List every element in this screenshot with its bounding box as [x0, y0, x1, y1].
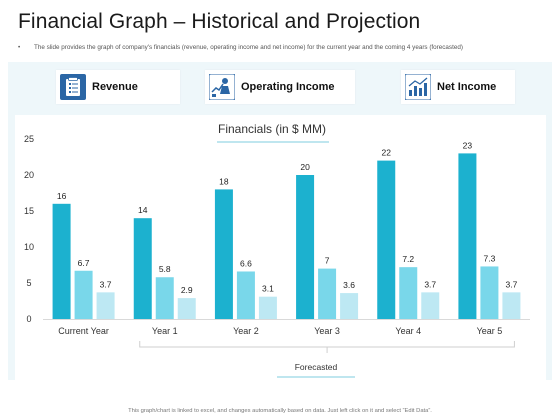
data-label-net-income: 3.7	[424, 279, 436, 289]
x-tick-label: Year 4	[395, 326, 421, 336]
data-label-revenue: 18	[219, 176, 229, 186]
bar-operating-income	[74, 270, 93, 319]
data-label-operating-income: 7.2	[402, 254, 414, 264]
legend-operating-income: Operating Income	[205, 70, 355, 104]
revenue-document-icon	[60, 74, 86, 100]
bar-revenue	[214, 189, 233, 319]
legend-label-net-income: Net Income	[437, 81, 497, 93]
operating-income-person-icon	[209, 74, 235, 100]
bar-revenue	[133, 218, 152, 319]
data-label-net-income: 3.6	[343, 280, 355, 290]
bar-net-income	[340, 293, 359, 319]
data-label-revenue: 14	[138, 205, 148, 215]
legend-label-revenue: Revenue	[92, 81, 138, 93]
x-axis: Current Year Year 1 Year 2 Year 3 Year 4 Year…	[43, 319, 530, 336]
forecast-bracket-line	[139, 341, 515, 348]
data-label-operating-income: 6.6	[240, 258, 252, 268]
x-tick-label: Year 2	[233, 326, 259, 336]
data-label-operating-income: 7.3	[484, 253, 496, 263]
x-tick-label: Current Year	[58, 326, 109, 336]
data-label-net-income: 2.9	[181, 285, 193, 295]
bar-revenue	[377, 160, 396, 319]
data-label-net-income: 3.7	[100, 279, 112, 289]
y-tick-label: 25	[24, 134, 34, 144]
page-title: Financial Graph – Historical and Project…	[18, 10, 421, 33]
forecast-annotation: Forecasted	[295, 362, 338, 372]
legend-net-income: Net Income	[401, 70, 515, 104]
bar-revenue	[458, 153, 477, 319]
page-subtitle: • The slide provides the graph of company…	[18, 44, 548, 51]
x-tick-label: Year 1	[152, 326, 178, 336]
bar-net-income	[258, 296, 277, 319]
data-label-revenue: 23	[463, 140, 473, 150]
bar-net-income	[96, 292, 115, 319]
chart-card: Financials (in $ MM) 0 5 10 15 20 25 Current …	[15, 115, 546, 383]
bar-revenue	[52, 203, 71, 319]
data-label-revenue: 20	[300, 162, 310, 172]
data-label-net-income: 3.7	[506, 279, 518, 289]
y-tick-label: 20	[24, 170, 34, 180]
x-tick-label: Year 5	[477, 326, 503, 336]
legend-revenue: Revenue	[56, 70, 180, 104]
data-label-operating-income: 7	[325, 256, 330, 266]
data-label-operating-income: 6.7	[78, 258, 90, 268]
bar-net-income	[177, 298, 196, 319]
y-tick-label: 10	[24, 242, 34, 252]
y-tick-label: 15	[24, 206, 34, 216]
y-tick-label: 0	[26, 314, 31, 324]
bar-net-income	[421, 292, 440, 319]
subtitle-bullet: •	[18, 44, 21, 51]
data-label-revenue: 16	[57, 191, 67, 201]
data-label-operating-income: 5.8	[159, 264, 171, 274]
bar-operating-income	[236, 271, 255, 319]
bar-revenue	[296, 175, 315, 319]
bar-operating-income	[155, 277, 174, 319]
y-tick-label: 5	[26, 278, 31, 288]
bar-operating-income	[318, 268, 337, 319]
data-label-net-income: 3.1	[262, 284, 274, 294]
bar-operating-income	[480, 266, 499, 319]
forecast-bracket	[139, 341, 515, 378]
bar-series: 16 6.7 3.7 14 5.8 2.9 18 6.6 3.1 20 7 3.6 22 7.2 3.7 23…	[52, 140, 521, 319]
y-axis: 0 5 10 15 20 25	[24, 134, 34, 324]
financials-bar-chart: Financials (in $ MM) 0 5 10 15 20 25 Current …	[24, 122, 530, 378]
net-income-chart-icon	[405, 74, 431, 100]
chart-title: Financials (in $ MM)	[218, 122, 326, 136]
bar-operating-income	[399, 267, 418, 319]
x-tick-label: Year 3	[314, 326, 340, 336]
legend-label-operating-income: Operating Income	[241, 81, 335, 93]
footer-note: This graph/chart is linked to excel, and…	[128, 408, 432, 414]
bar-net-income	[502, 292, 521, 319]
data-label-revenue: 22	[382, 148, 392, 158]
subtitle-text: The slide provides the graph of company'…	[34, 44, 463, 51]
